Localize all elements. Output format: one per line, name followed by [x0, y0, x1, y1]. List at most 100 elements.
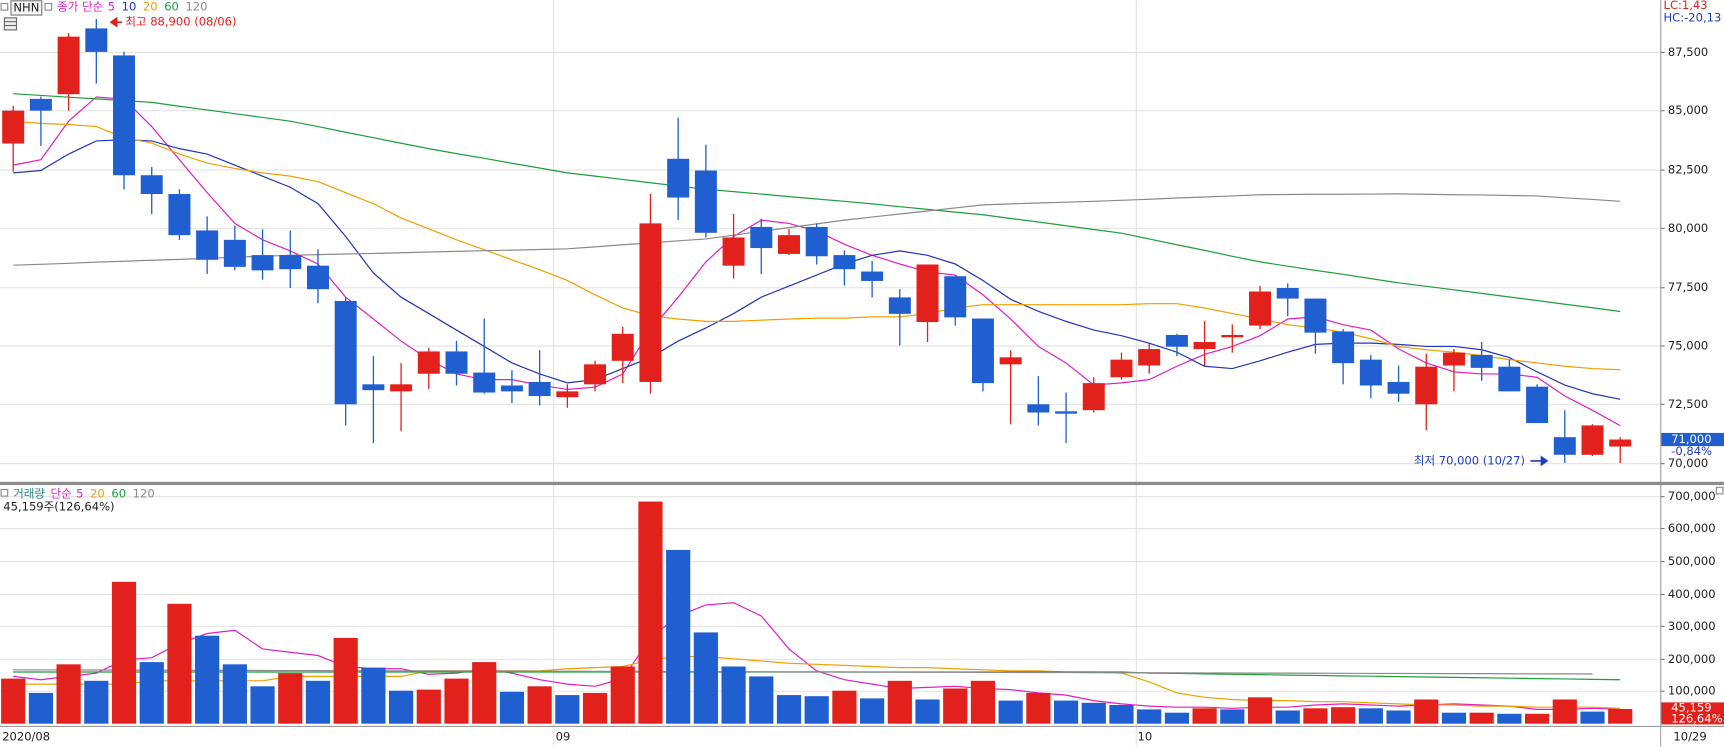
candle-body [528, 381, 551, 397]
y-tick-label: 77,500 [1668, 280, 1708, 294]
candle-body [140, 175, 163, 195]
candle-body [639, 223, 662, 382]
last-price-box [1661, 432, 1724, 447]
volume-bar [1164, 712, 1189, 724]
candle-body [1387, 381, 1410, 394]
y-tick-label: 72,500 [1668, 397, 1708, 411]
candle-body [722, 237, 745, 266]
y-tick-label: 80,000 [1668, 221, 1708, 235]
last-volume-box [1661, 702, 1724, 725]
volume-title: 거래량 [13, 486, 45, 500]
panel-icon[interactable] [1715, 486, 1724, 495]
legend-entry: 120 [185, 0, 207, 13]
ma-icon[interactable] [44, 2, 53, 11]
volume-bar [887, 680, 912, 724]
candle-body [445, 351, 468, 374]
candle-body [500, 385, 523, 392]
tool-icon[interactable] [3, 17, 18, 31]
volume-bar [111, 581, 137, 724]
volume-bar [749, 676, 774, 724]
candle-body [390, 384, 413, 392]
symbol-box[interactable] [10, 0, 43, 16]
high-annotation: 최고 88,900 (08/06) [125, 15, 236, 29]
candle-body [1304, 298, 1327, 333]
volume-bar [832, 690, 857, 724]
volume-bar [56, 664, 81, 724]
candle-body [1276, 287, 1299, 299]
candle-body [85, 28, 108, 52]
legend-entry: 20 [90, 486, 105, 500]
volume-bar [388, 690, 414, 724]
volume-bar [804, 696, 829, 724]
menu-icon[interactable] [0, 2, 9, 11]
volume-bar [1497, 713, 1522, 724]
y-tick-label: 500,000 [1668, 554, 1716, 568]
candle-body [223, 239, 246, 267]
volume-bar [638, 501, 663, 724]
ma-line [13, 93, 1621, 313]
candle-body [306, 265, 329, 290]
candle-body [29, 98, 52, 111]
candle-body [971, 318, 994, 384]
x-tick-label: 2020/08 [2, 729, 50, 743]
date-box [1661, 726, 1724, 747]
ma-line [13, 602, 1621, 710]
volume-bar [1386, 710, 1411, 724]
volume-bar [776, 695, 802, 724]
candle-body [1110, 359, 1133, 378]
candle-body [667, 158, 690, 198]
last-date: 10/29 [1673, 729, 1706, 743]
candle-body [1553, 437, 1576, 455]
volume-bar [1275, 710, 1300, 724]
legend-entry: 60 [164, 0, 179, 13]
candle-body [1359, 359, 1382, 386]
volume-bar [970, 680, 996, 724]
candle-body [168, 194, 191, 236]
volume-bar [1414, 699, 1439, 724]
change-label: -0,84% [1671, 444, 1712, 458]
volume-bar [721, 666, 746, 724]
candle-body [777, 235, 800, 254]
y-tick-label: 75,000 [1668, 339, 1708, 353]
volume-bar [139, 662, 164, 724]
volume-bar [1524, 713, 1550, 724]
volume-bar [582, 692, 608, 724]
y-tick-label: 200,000 [1668, 652, 1716, 666]
candle-body [1221, 334, 1244, 338]
volume-bar [1303, 708, 1328, 724]
candle-body [999, 357, 1022, 365]
candle-body [251, 255, 274, 271]
candle-body [916, 264, 939, 323]
candle-body [833, 255, 856, 270]
high-arrow [109, 16, 123, 28]
volume-bar [555, 695, 580, 724]
hc-indicator: HC:-20,13 [1664, 10, 1722, 24]
volume-bar [472, 662, 497, 724]
legend-label: 종가 단순 [57, 0, 103, 13]
volume-bar [1247, 697, 1273, 724]
volume-bar [1137, 709, 1162, 724]
volume-bar [278, 673, 303, 724]
last-price: 71,000 [1671, 432, 1711, 446]
candle-body [944, 276, 967, 318]
legend-entry: 60 [111, 486, 126, 500]
candle-body [196, 230, 219, 260]
candle-body [1526, 386, 1549, 424]
candle-body [805, 226, 828, 257]
panel-separator [0, 481, 1724, 486]
grid-layer [0, 0, 1665, 747]
candle-body [1027, 404, 1050, 413]
candle-body [362, 384, 385, 391]
candle-body [1442, 352, 1465, 366]
volume-bar [195, 635, 220, 724]
volume-bar [333, 637, 358, 724]
candle-body [473, 372, 496, 393]
volume-bar [527, 686, 552, 724]
candle-body [57, 36, 80, 95]
candle-body [1581, 425, 1604, 455]
x-tick-label: 09 [556, 729, 571, 743]
volume-bar [1358, 708, 1383, 724]
volume-icon[interactable] [0, 488, 9, 497]
